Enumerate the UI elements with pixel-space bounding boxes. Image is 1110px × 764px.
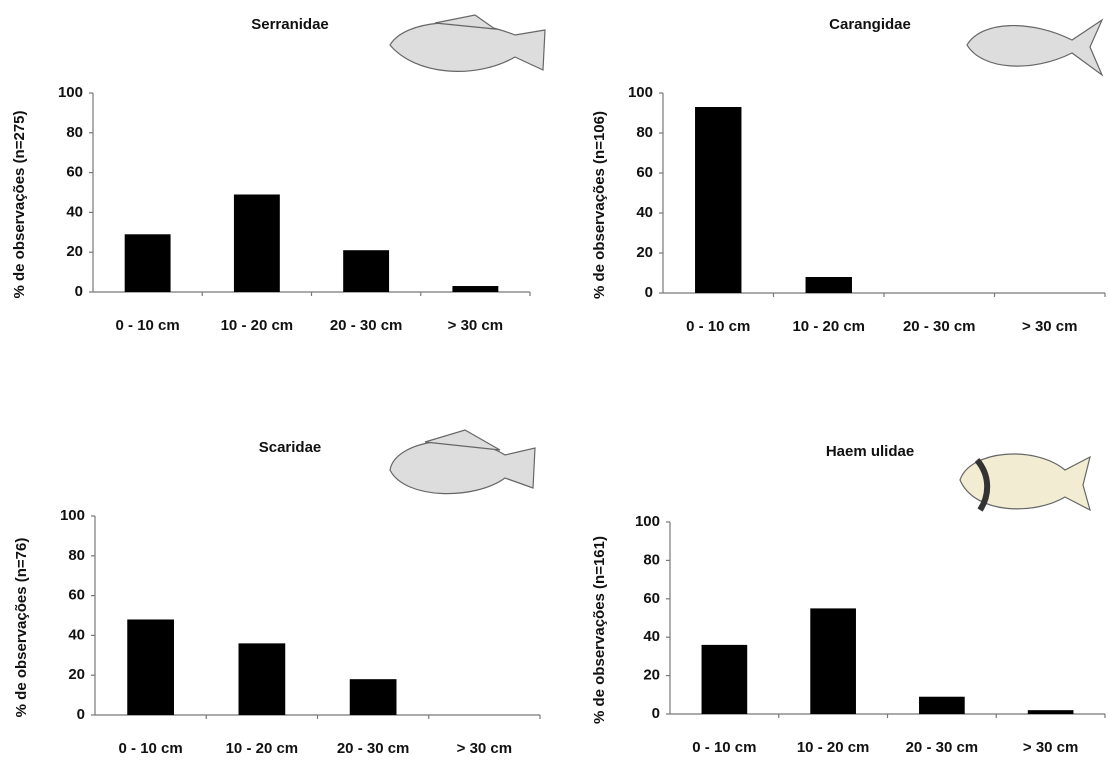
x-tick-label: 10 - 20 cm bbox=[792, 318, 865, 335]
bar bbox=[695, 107, 742, 293]
x-tick-label: > 30 cm bbox=[457, 740, 512, 757]
bar bbox=[343, 250, 390, 292]
y-tick-label: 0 bbox=[77, 706, 85, 723]
y-tick-label: 40 bbox=[643, 628, 660, 645]
y-tick-label: 80 bbox=[66, 124, 83, 141]
y-tick-label: 40 bbox=[68, 626, 85, 643]
y-tick-label: 0 bbox=[645, 284, 653, 301]
x-tick-label: 20 - 30 cm bbox=[337, 740, 410, 757]
y-tick-label: 80 bbox=[636, 124, 653, 141]
bar bbox=[701, 644, 748, 714]
y-tick-label: 100 bbox=[60, 507, 85, 524]
y-tick-label: 60 bbox=[66, 164, 83, 181]
y-axis-label: % de observações (n=275) bbox=[11, 110, 28, 298]
y-tick-label: 60 bbox=[636, 164, 653, 181]
x-tick-label: 20 - 30 cm bbox=[330, 317, 403, 334]
bar bbox=[810, 608, 856, 714]
x-tick-label: 0 - 10 cm bbox=[116, 317, 180, 334]
chart-title: Scaridae bbox=[259, 439, 322, 456]
y-tick-label: 80 bbox=[643, 551, 660, 568]
y-tick-label: 20 bbox=[66, 243, 83, 260]
y-tick-label: 20 bbox=[68, 666, 85, 683]
x-tick-label: 0 - 10 cm bbox=[692, 739, 756, 756]
bar bbox=[919, 696, 965, 714]
y-tick-label: 100 bbox=[635, 513, 660, 530]
x-tick-label: 0 - 10 cm bbox=[686, 318, 750, 335]
bar bbox=[805, 277, 852, 293]
x-tick-label: 20 - 30 cm bbox=[906, 739, 979, 756]
chart-title: Carangidae bbox=[829, 16, 911, 33]
chart-title: Haem ulidae bbox=[826, 443, 914, 460]
x-tick-label: > 30 cm bbox=[1022, 318, 1077, 335]
y-tick-label: 100 bbox=[58, 84, 83, 101]
y-tick-label: 40 bbox=[66, 203, 83, 220]
y-tick-label: 60 bbox=[643, 590, 660, 607]
fish-illustration bbox=[389, 14, 1104, 512]
x-tick-label: 10 - 20 cm bbox=[226, 740, 299, 757]
bar bbox=[238, 643, 286, 715]
y-axis-label: % de observações (n=106) bbox=[591, 111, 608, 299]
y-tick-label: 60 bbox=[68, 587, 85, 604]
bar bbox=[124, 234, 171, 292]
bar bbox=[233, 194, 280, 292]
y-axis-label: % de observações (n=76) bbox=[13, 538, 30, 718]
x-tick-label: 20 - 30 cm bbox=[903, 318, 976, 335]
x-tick-label: 0 - 10 cm bbox=[119, 740, 183, 757]
y-tick-label: 0 bbox=[652, 705, 660, 722]
bar bbox=[127, 619, 174, 715]
bar bbox=[1027, 710, 1074, 714]
y-tick-label: 0 bbox=[75, 283, 83, 300]
x-tick-label: > 30 cm bbox=[448, 317, 503, 334]
x-tick-label: 10 - 20 cm bbox=[221, 317, 294, 334]
chart-title: Serranidae bbox=[251, 16, 329, 33]
x-tick-label: 10 - 20 cm bbox=[797, 739, 870, 756]
y-tick-label: 20 bbox=[643, 667, 660, 684]
bar bbox=[349, 679, 397, 715]
bar bbox=[452, 286, 499, 292]
y-tick-label: 80 bbox=[68, 547, 85, 564]
y-tick-label: 100 bbox=[628, 84, 653, 101]
y-tick-label: 40 bbox=[636, 204, 653, 221]
y-axis-label: % de observações (n=161) bbox=[591, 536, 608, 724]
x-tick-label: > 30 cm bbox=[1023, 739, 1078, 756]
y-tick-label: 20 bbox=[636, 244, 653, 261]
